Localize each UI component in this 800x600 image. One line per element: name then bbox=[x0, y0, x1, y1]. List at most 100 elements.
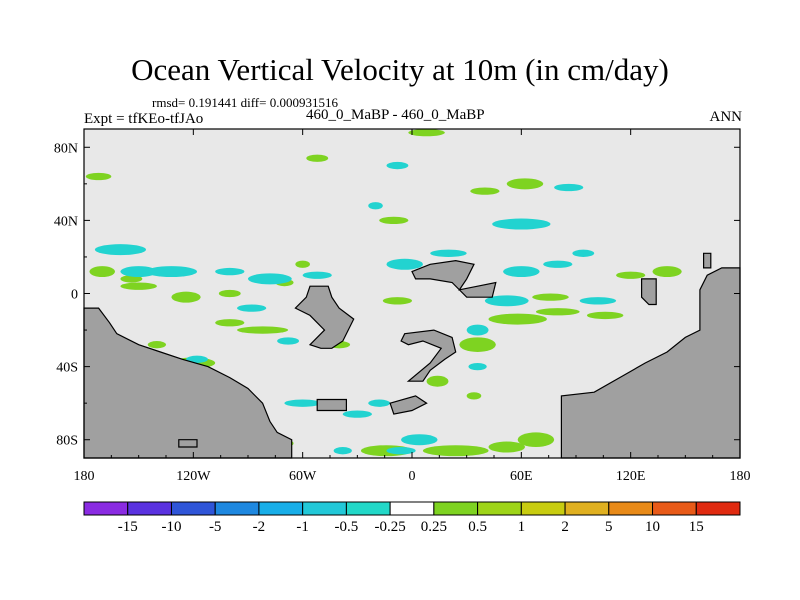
colorbar-swatch bbox=[520, 501, 566, 516]
positive-anomaly-patch bbox=[652, 266, 682, 278]
colorbar-label: 2 bbox=[561, 519, 569, 535]
negative-anomaly-patch bbox=[277, 337, 300, 345]
y-tick-label: 80S bbox=[56, 434, 78, 449]
positive-anomaly-patch bbox=[466, 392, 482, 400]
negative-anomaly-patch bbox=[468, 362, 487, 371]
colorbar-swatch bbox=[170, 501, 216, 516]
negative-anomaly-patch bbox=[492, 218, 551, 230]
map-axes: 180 120W 60W 0 60E 120E 180 80N 40N 0 40S 80S bbox=[54, 128, 751, 484]
y-tick-label: 40S bbox=[56, 361, 78, 376]
negative-anomaly-patch bbox=[554, 183, 584, 192]
colorbar-swatch bbox=[652, 501, 697, 516]
colorbar-swatch bbox=[127, 501, 172, 516]
positive-anomaly-patch bbox=[517, 432, 555, 448]
negative-anomaly-patch bbox=[248, 273, 292, 285]
land-mass bbox=[316, 398, 347, 412]
positive-anomaly-patch bbox=[382, 297, 412, 305]
colorbar-swatch bbox=[433, 501, 479, 516]
negative-anomaly-patch bbox=[302, 271, 332, 279]
land-mass bbox=[400, 329, 457, 382]
positive-anomaly-patch bbox=[426, 375, 449, 387]
negative-anomaly-patch bbox=[543, 260, 573, 268]
map-plot-area bbox=[83, 129, 741, 459]
y-tick-label: 0 bbox=[71, 288, 78, 303]
negative-anomaly-patch bbox=[333, 447, 352, 455]
x-tick-label: 120W bbox=[176, 469, 211, 484]
negative-anomaly-patch bbox=[342, 410, 372, 418]
colorbar-swatch bbox=[214, 501, 260, 516]
positive-anomaly-patch bbox=[171, 291, 201, 303]
land-mass bbox=[294, 285, 355, 349]
stats-text: rmsd= 0.191441 diff= 0.000931516 bbox=[152, 95, 338, 110]
chart-title: Ocean Vertical Velocity at 10m (in cm/da… bbox=[131, 52, 669, 87]
positive-anomaly-patch bbox=[616, 271, 646, 279]
negative-anomaly-patch bbox=[94, 244, 146, 256]
positive-anomaly-patch bbox=[218, 289, 241, 298]
colorbar-label: -5 bbox=[209, 519, 222, 535]
land-mass bbox=[640, 278, 657, 306]
colorbar-label: -0.25 bbox=[375, 519, 406, 535]
positive-anomaly-patch bbox=[422, 445, 489, 457]
y-tick-label: 40N bbox=[54, 214, 78, 229]
colorbar-label: 5 bbox=[605, 519, 613, 535]
colorbar-swatch bbox=[83, 501, 129, 516]
colorbar-swatch bbox=[389, 501, 435, 516]
x-tick-label: 60E bbox=[510, 469, 533, 484]
colorbar-label: 0.5 bbox=[468, 519, 487, 535]
colorbar-swatch bbox=[608, 501, 654, 516]
x-tick-label: 60W bbox=[289, 469, 317, 484]
colorbar-swatch bbox=[564, 501, 610, 516]
negative-anomaly-patch bbox=[186, 355, 208, 363]
negative-anomaly-patch bbox=[386, 447, 416, 455]
negative-anomaly-patch bbox=[145, 266, 197, 278]
colorbar-swatch bbox=[695, 501, 741, 516]
x-tick-label: 180 bbox=[730, 469, 751, 484]
positive-anomaly-patch bbox=[120, 282, 157, 290]
positive-anomaly-patch bbox=[459, 337, 496, 352]
colorbar-label: 1 bbox=[518, 519, 526, 535]
negative-anomaly-patch bbox=[386, 161, 409, 170]
negative-anomaly-patch bbox=[466, 324, 489, 336]
positive-anomaly-patch bbox=[506, 178, 544, 190]
colorbar-label: 0.25 bbox=[421, 519, 447, 535]
positive-anomaly-patch bbox=[147, 341, 166, 349]
colorbar-swatch bbox=[345, 501, 391, 516]
colorbar-label: -15 bbox=[118, 519, 138, 535]
negative-anomaly-patch bbox=[572, 249, 595, 257]
positive-anomaly-patch bbox=[120, 275, 143, 283]
negative-anomaly-patch bbox=[237, 304, 267, 312]
positive-anomaly-patch bbox=[215, 319, 245, 327]
negative-anomaly-patch bbox=[484, 295, 529, 307]
colorbar-swatch bbox=[477, 501, 522, 516]
colorbar-label: -10 bbox=[161, 519, 181, 535]
colorbar-label: 15 bbox=[689, 519, 704, 535]
season-label: ANN bbox=[709, 109, 743, 125]
x-tick-label: 180 bbox=[74, 469, 95, 484]
positive-anomaly-patch bbox=[535, 308, 580, 316]
positive-anomaly-patch bbox=[488, 441, 525, 453]
negative-anomaly-patch bbox=[368, 202, 383, 210]
colorbar-swatch bbox=[258, 501, 304, 516]
experiment-label: Expt = tfKEo-tfJAo bbox=[84, 111, 204, 127]
negative-anomaly-patch bbox=[579, 297, 617, 305]
land-mass bbox=[178, 439, 198, 448]
positive-anomaly-patch bbox=[89, 266, 115, 278]
colorbar-label: -0.5 bbox=[335, 519, 359, 535]
negative-anomaly-patch bbox=[401, 434, 438, 446]
chart-subtitle: 460_0_MaBP - 460_0_MaBP bbox=[306, 107, 485, 123]
positive-anomaly-patch bbox=[470, 187, 500, 195]
negative-anomaly-patch bbox=[430, 249, 467, 257]
negative-anomaly-patch bbox=[284, 399, 321, 407]
negative-anomaly-patch bbox=[120, 266, 157, 278]
negative-anomaly-patch bbox=[503, 266, 540, 278]
land-mass bbox=[702, 252, 712, 269]
colorbar-label: -2 bbox=[253, 519, 266, 535]
x-tick-label: 0 bbox=[409, 469, 416, 484]
positive-anomaly-patch bbox=[306, 154, 329, 162]
colorbar-label: -1 bbox=[296, 519, 309, 535]
y-tick-label: 80N bbox=[54, 141, 78, 156]
positive-anomaly-patch bbox=[85, 172, 112, 181]
positive-anomaly-patch bbox=[532, 293, 569, 301]
positive-anomaly-patch bbox=[295, 260, 310, 268]
